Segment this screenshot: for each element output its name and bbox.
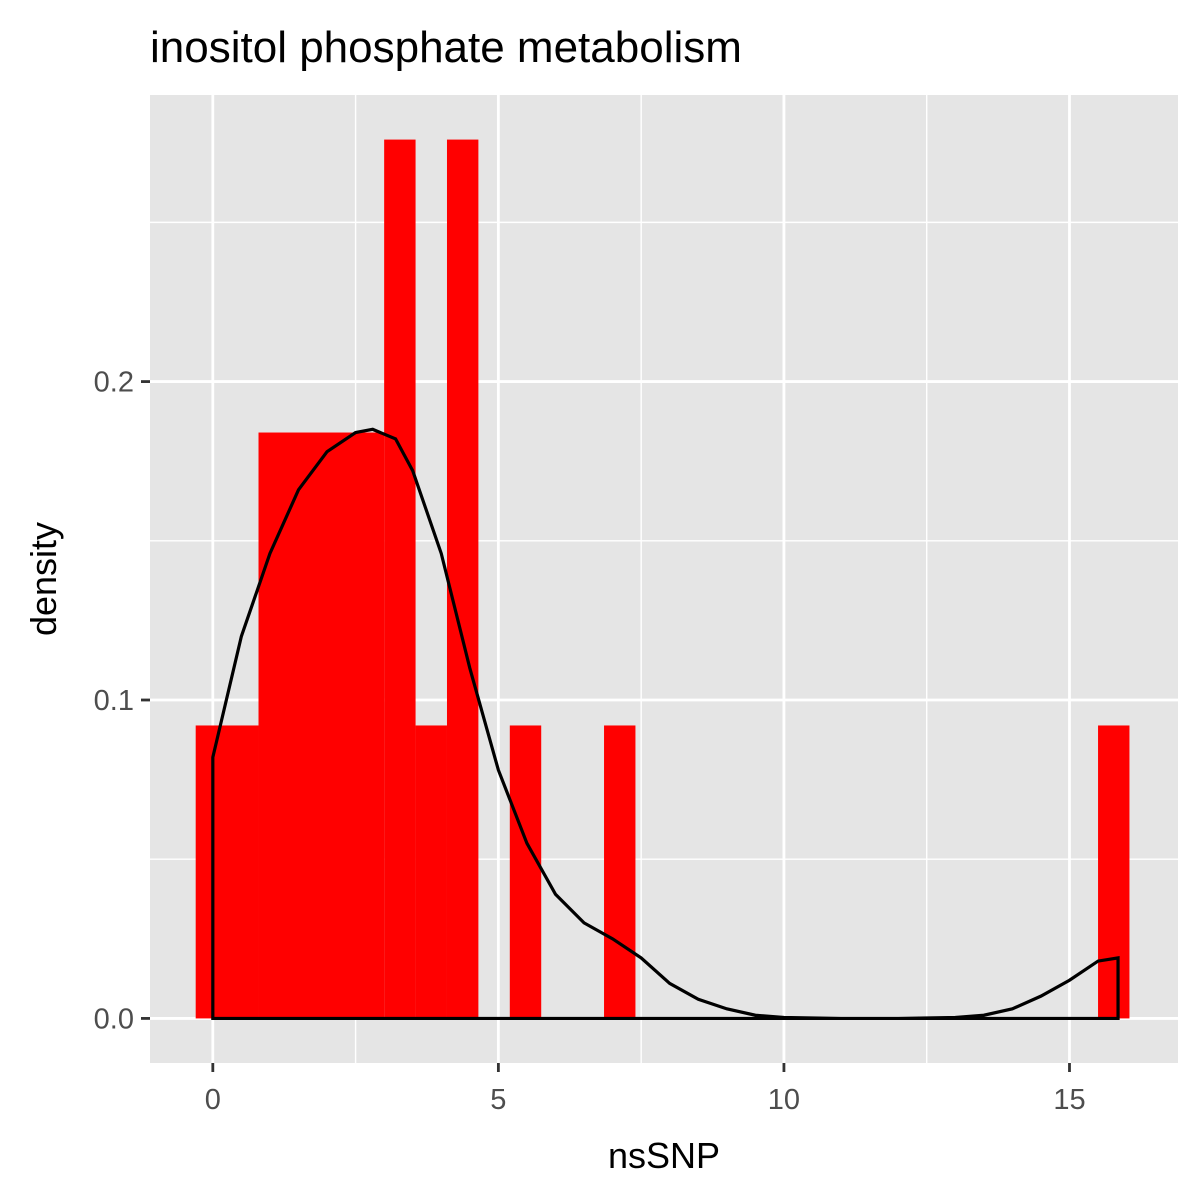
histogram-bar [415, 725, 447, 1019]
histogram-bar [384, 139, 416, 1019]
histogram-bar [446, 139, 479, 1019]
histogram-bar [258, 432, 385, 1019]
x-tick-label: 5 [490, 1084, 506, 1116]
x-tick-label: 15 [1053, 1084, 1085, 1116]
histogram-bar [604, 725, 636, 1019]
y-tick-label: 0.2 [94, 367, 134, 399]
y-tick-label: 0.0 [94, 1003, 134, 1035]
y-tick-label: 0.1 [94, 685, 134, 717]
histogram-bars [195, 139, 1130, 1019]
histogram-bar [195, 725, 259, 1019]
y-axis-label: density [23, 522, 64, 636]
density-curve [211, 427, 1120, 1021]
x-tick-label: 0 [205, 1084, 221, 1116]
x-axis-label: nsSNP [608, 1135, 720, 1176]
histogram-bar [1098, 725, 1130, 1019]
y-axis: 0.0 0.1 0.2 [94, 367, 150, 1035]
chart-title: inositol phosphate metabolism [150, 23, 742, 72]
x-tick-label: 10 [768, 1084, 800, 1116]
x-axis: 0 5 10 15 [205, 1063, 1086, 1116]
histogram-bar [509, 725, 542, 1019]
